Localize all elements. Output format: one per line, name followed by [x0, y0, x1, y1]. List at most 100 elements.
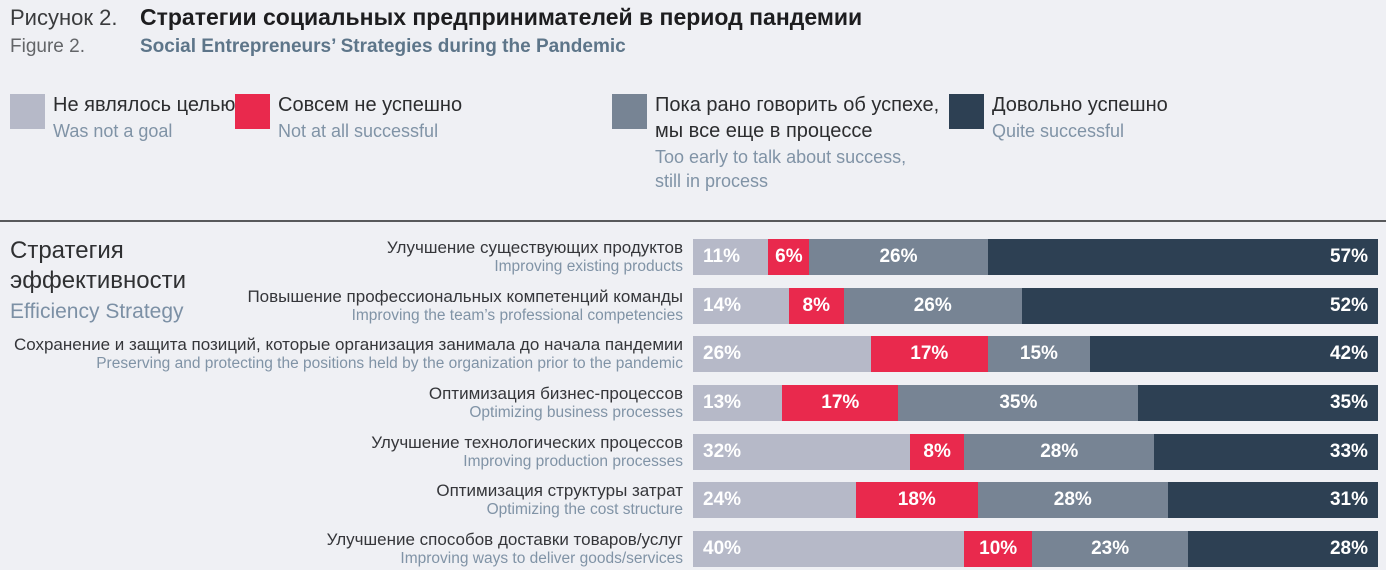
- chart-row: Улучшение существующих продуктов Improvi…: [0, 238, 1378, 276]
- segment-value-label: 6%: [775, 246, 803, 267]
- segment-value-label: 17%: [910, 343, 949, 365]
- bar-segment: 23%: [1032, 531, 1189, 568]
- chart-row: Оптимизация бизнес-процессов Optimizing …: [0, 384, 1378, 422]
- row-label-en: Improving existing products: [494, 258, 683, 275]
- stacked-bar: 24% 18% 28% 31%: [693, 482, 1378, 519]
- legend: Не являлось целью Was not a goal Совсем …: [0, 92, 1386, 220]
- bar-segment: 42%: [1090, 336, 1378, 373]
- segment-value-label: 52%: [1329, 294, 1368, 316]
- stacked-bar: 32% 8% 28% 33%: [693, 433, 1378, 470]
- segment-value-label: 11%: [703, 246, 740, 267]
- bar-segment: 17%: [871, 336, 988, 373]
- segment-value-label: 14%: [703, 294, 742, 316]
- row-label-en: Improving ways to deliver goods/services: [400, 550, 683, 568]
- legend-label-ru: Не являлось целью: [53, 94, 236, 116]
- row-label-ru: Улучшение технологических процессов: [371, 432, 683, 452]
- row-label-en: Optimizing the cost structure: [486, 501, 683, 519]
- stacked-bar: 11% 6% 26% 57%: [693, 239, 1378, 275]
- bar-segment: 28%: [1188, 531, 1378, 568]
- row-label-en: Improving production processes: [463, 452, 683, 470]
- segment-value-label: 26%: [879, 246, 918, 267]
- segment-value-label: 8%: [923, 440, 951, 462]
- stacked-bar: 40% 10% 23% 28%: [693, 531, 1378, 568]
- legend-label-ru: Пока рано говорить об успехе, мы все еще…: [655, 94, 940, 142]
- row-label-ru: Сохранение и защита позиций, которые орг…: [13, 335, 683, 355]
- chart-row: Оптимизация структуры затрат Optimizing …: [0, 481, 1378, 519]
- bar-segment: 35%: [1138, 385, 1378, 422]
- bar-segment: 35%: [898, 385, 1139, 422]
- segment-value-label: 15%: [1019, 343, 1058, 365]
- bar-segment: 33%: [1154, 433, 1378, 470]
- row-label-ru: Оптимизация структуры затрат: [436, 481, 683, 501]
- legend-label-ru: Совсем не успешно: [278, 94, 463, 116]
- row-label: Оптимизация бизнес-процессов Optimizing …: [0, 384, 683, 422]
- bar-segment: 8%: [788, 287, 844, 324]
- segment-value-label: 42%: [1329, 343, 1368, 365]
- bar-segment: 57%: [987, 239, 1378, 275]
- segment-value-label: 57%: [1329, 246, 1368, 267]
- bar-segment: 26%: [809, 239, 988, 275]
- bar-segment: 13%: [693, 385, 783, 422]
- legend-item: Совсем не успешно Not at all successful: [235, 92, 462, 143]
- section-title-ru: Стратегия эффективности: [10, 237, 187, 294]
- bar-segment: 15%: [987, 336, 1091, 373]
- segment-value-label: 13%: [703, 392, 742, 414]
- segment-value-label: 23%: [1091, 538, 1130, 560]
- stacked-bar: 14% 8% 26% 52%: [693, 287, 1378, 324]
- segment-value-label: 31%: [1329, 489, 1368, 511]
- legend-label-en: Too early to talk about success, still i…: [655, 147, 907, 191]
- bar-segment: 26%: [693, 336, 872, 373]
- row-label-en: Preserving and protecting the positions …: [96, 355, 683, 373]
- chart-row: Улучшение способов доставки товаров/услу…: [0, 530, 1378, 568]
- bar-segment: 18%: [855, 482, 978, 519]
- legend-label-en: Was not a goal: [53, 121, 173, 141]
- section-label: Стратегия эффективности Efficiency Strat…: [10, 236, 250, 325]
- row-label: Улучшение существующих продуктов Improvi…: [0, 238, 683, 276]
- bar-segment: 28%: [977, 482, 1168, 519]
- bar-segment: 52%: [1021, 287, 1378, 324]
- segment-value-label: 8%: [802, 294, 831, 316]
- header: Рисунок 2. Стратегии социальных предприн…: [10, 4, 1380, 58]
- bar-segment: 32%: [693, 433, 911, 470]
- title-row: Рисунок 2. Стратегии социальных предприн…: [10, 4, 1380, 31]
- bar-segment: 28%: [964, 433, 1155, 470]
- chart-row: Сохранение и защита позиций, которые орг…: [0, 335, 1378, 373]
- legend-swatch: [10, 94, 45, 129]
- legend-text: Довольно успешно Quite successful: [992, 92, 1168, 143]
- segment-value-label: 26%: [703, 343, 742, 365]
- bar-rows: Улучшение существующих продуктов Improvi…: [0, 238, 1378, 568]
- bar-segment: 31%: [1167, 482, 1378, 519]
- segment-value-label: 26%: [913, 294, 952, 316]
- section-title-en: Efficiency Strategy: [10, 300, 184, 323]
- section-divider: [0, 220, 1386, 222]
- figure-label-ru: Рисунок 2.: [10, 5, 118, 30]
- page-title-en: Social Entrepreneurs’ Strategies during …: [140, 36, 626, 57]
- stacked-bar: 26% 17% 15% 42%: [693, 336, 1378, 373]
- legend-text: Совсем не успешно Not at all successful: [278, 92, 462, 143]
- page-title-ru: Стратегии социальных предпринимателей в …: [140, 4, 863, 30]
- legend-item: Пока рано говорить об успехе, мы все еще…: [612, 92, 939, 193]
- segment-value-label: 18%: [897, 489, 936, 511]
- segment-value-label: 10%: [979, 538, 1018, 560]
- row-label: Улучшение способов доставки товаров/услу…: [0, 530, 683, 568]
- legend-text: Пока рано говорить об успехе, мы все еще…: [655, 92, 939, 193]
- bar-segment: 14%: [693, 287, 789, 324]
- bar-segment: 24%: [693, 482, 856, 519]
- segment-value-label: 17%: [821, 392, 860, 414]
- segment-value-label: 33%: [1329, 440, 1368, 462]
- segment-value-label: 35%: [1329, 392, 1368, 414]
- bar-segment: 6%: [768, 239, 810, 275]
- legend-label-ru: Довольно успешно: [992, 94, 1168, 116]
- segment-value-label: 28%: [1329, 538, 1368, 560]
- segment-value-label: 24%: [703, 489, 742, 511]
- bar-segment: 10%: [964, 531, 1033, 568]
- row-label-ru: Оптимизация бизнес-процессов: [428, 384, 683, 404]
- row-label-ru: Улучшение существующих продуктов: [386, 238, 683, 257]
- bar-segment: 17%: [782, 385, 899, 422]
- stacked-bar: 13% 17% 35% 35%: [693, 385, 1378, 422]
- segment-value-label: 40%: [703, 538, 742, 560]
- legend-item: Довольно успешно Quite successful: [949, 92, 1168, 143]
- figure-label-en: Figure 2.: [10, 36, 85, 57]
- legend-swatch: [949, 94, 984, 129]
- row-label: Оптимизация структуры затрат Optimizing …: [0, 481, 683, 519]
